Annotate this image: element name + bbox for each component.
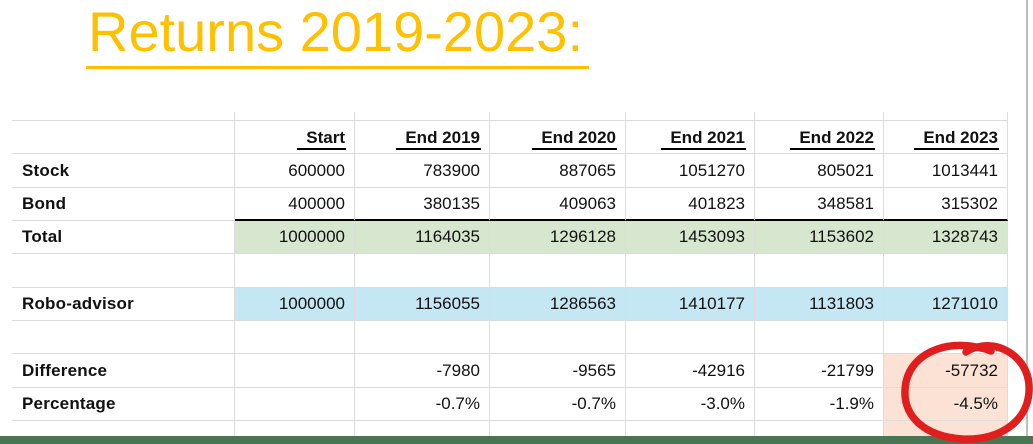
cell-blank [490, 321, 626, 354]
cell-bond-end-2019: 380135 [355, 188, 490, 221]
cell-percentage-end-2022: -1.9% [755, 388, 884, 421]
partial-row-cell [626, 421, 755, 436]
cell-total-end-2023: 1328743 [884, 221, 1008, 254]
page-title-text: Returns 2019-2023: [86, 1, 590, 69]
partial-row-cell [755, 421, 884, 436]
cell-stock-end-2020: 887065 [490, 154, 626, 188]
column-header-blank [12, 121, 235, 154]
cell-stock-end-2021: 1051270 [626, 154, 755, 188]
column-header-text: End 2019 [396, 128, 481, 150]
cell-percentage-end-2020: -0.7% [490, 388, 626, 421]
cell-robo-advisor-start: 1000000 [235, 288, 355, 321]
cell-blank [626, 321, 755, 354]
cell-bond-end-2023: 315302 [884, 188, 1008, 221]
cell-difference-end-2023: -57732 [884, 354, 1008, 388]
cell-robo-advisor-end-2019: 1156055 [355, 288, 490, 321]
cell-blank [755, 254, 884, 288]
cell-percentage-end-2021: -3.0% [626, 388, 755, 421]
cell-total-end-2022: 1153602 [755, 221, 884, 254]
partial-row-cell [12, 421, 235, 436]
partial-row-cell [490, 421, 626, 436]
cell-difference-end-2020: -9565 [490, 354, 626, 388]
cell-total-end-2021: 1453093 [626, 221, 755, 254]
column-header-start: Start [235, 121, 355, 154]
cell-robo-advisor-end-2023: 1271010 [884, 288, 1008, 321]
cell-bond-start: 400000 [235, 188, 355, 221]
column-header-text: End 2022 [790, 128, 875, 150]
cell-difference-end-2021: -42916 [626, 354, 755, 388]
cell-percentage-start [235, 388, 355, 421]
cell-bond-end-2020: 409063 [490, 188, 626, 221]
cell-difference-end-2022: -21799 [755, 354, 884, 388]
row-label-difference: Difference [12, 354, 235, 388]
cell-difference-end-2019: -7980 [355, 354, 490, 388]
partial-row-cell [235, 112, 355, 121]
partial-row-cell [12, 112, 235, 121]
cell-blank [490, 254, 626, 288]
column-header-text: End 2021 [661, 128, 746, 150]
partial-row-cell [355, 112, 490, 121]
cell-percentage-end-2019: -0.7% [355, 388, 490, 421]
cell-blank [235, 321, 355, 354]
cell-blank [755, 321, 884, 354]
row-label-robo-advisor: Robo-advisor [12, 288, 235, 321]
row-label-stock: Stock [12, 154, 235, 188]
row-label-blank [12, 254, 235, 288]
cell-bond-end-2021: 401823 [626, 188, 755, 221]
cell-robo-advisor-end-2022: 1131803 [755, 288, 884, 321]
cell-robo-advisor-end-2021: 1410177 [626, 288, 755, 321]
cell-total-end-2020: 1296128 [490, 221, 626, 254]
cell-bond-end-2022: 348581 [755, 188, 884, 221]
cell-blank [884, 321, 1008, 354]
cell-blank [626, 254, 755, 288]
cell-blank [235, 254, 355, 288]
cell-blank [355, 321, 490, 354]
row-label-bond: Bond [12, 188, 235, 221]
cell-stock-end-2022: 805021 [755, 154, 884, 188]
partial-row-cell [626, 112, 755, 121]
row-label-blank [12, 321, 235, 354]
partial-row-cell [235, 421, 355, 436]
cell-difference-start [235, 354, 355, 388]
page-title: Returns 2019-2023: [86, 1, 590, 69]
partial-row-cell [355, 421, 490, 436]
bottom-accent-bar [0, 436, 1033, 444]
partial-row-cell [884, 112, 1008, 121]
partial-row-cell [884, 421, 1008, 436]
slide-right-border [1026, 0, 1028, 437]
cell-stock-start: 600000 [235, 154, 355, 188]
spreadsheet: Start End 2019 End 2020 End 2021 End 2022 End… [12, 112, 1008, 436]
row-label-total: Total [12, 221, 235, 254]
cell-stock-end-2023: 1013441 [884, 154, 1008, 188]
column-header-end-2020: End 2020 [490, 121, 626, 154]
column-header-end-2023: End 2023 [884, 121, 1008, 154]
row-label-percentage: Percentage [12, 388, 235, 421]
column-header-text: Start [297, 128, 346, 150]
partial-row-cell [755, 112, 884, 121]
column-header-end-2022: End 2022 [755, 121, 884, 154]
cell-total-start: 1000000 [235, 221, 355, 254]
cell-percentage-end-2023: -4.5% [884, 388, 1008, 421]
cell-robo-advisor-end-2020: 1286563 [490, 288, 626, 321]
cell-blank [884, 254, 1008, 288]
cell-blank [355, 254, 490, 288]
column-header-text: End 2020 [532, 128, 617, 150]
column-header-end-2019: End 2019 [355, 121, 490, 154]
column-header-text: End 2023 [914, 128, 999, 150]
cell-stock-end-2019: 783900 [355, 154, 490, 188]
cell-total-end-2019: 1164035 [355, 221, 490, 254]
partial-row-cell [490, 112, 626, 121]
column-header-end-2021: End 2021 [626, 121, 755, 154]
